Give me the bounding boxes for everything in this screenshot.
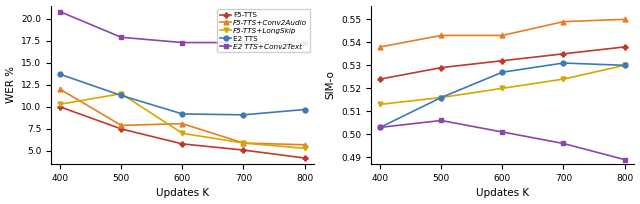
Y-axis label: SIM-o: SIM-o [326,70,335,99]
Y-axis label: WER %: WER % [6,66,15,103]
X-axis label: Updates K: Updates K [156,188,209,198]
Legend: F5-TTS, F5-TTS+Conv2Audio, F5-TTS+LongSkip, E2 TTS, E2 TTS+Conv2Text: F5-TTS, F5-TTS+Conv2Audio, F5-TTS+LongSk… [218,9,310,52]
X-axis label: Updates K: Updates K [476,188,529,198]
